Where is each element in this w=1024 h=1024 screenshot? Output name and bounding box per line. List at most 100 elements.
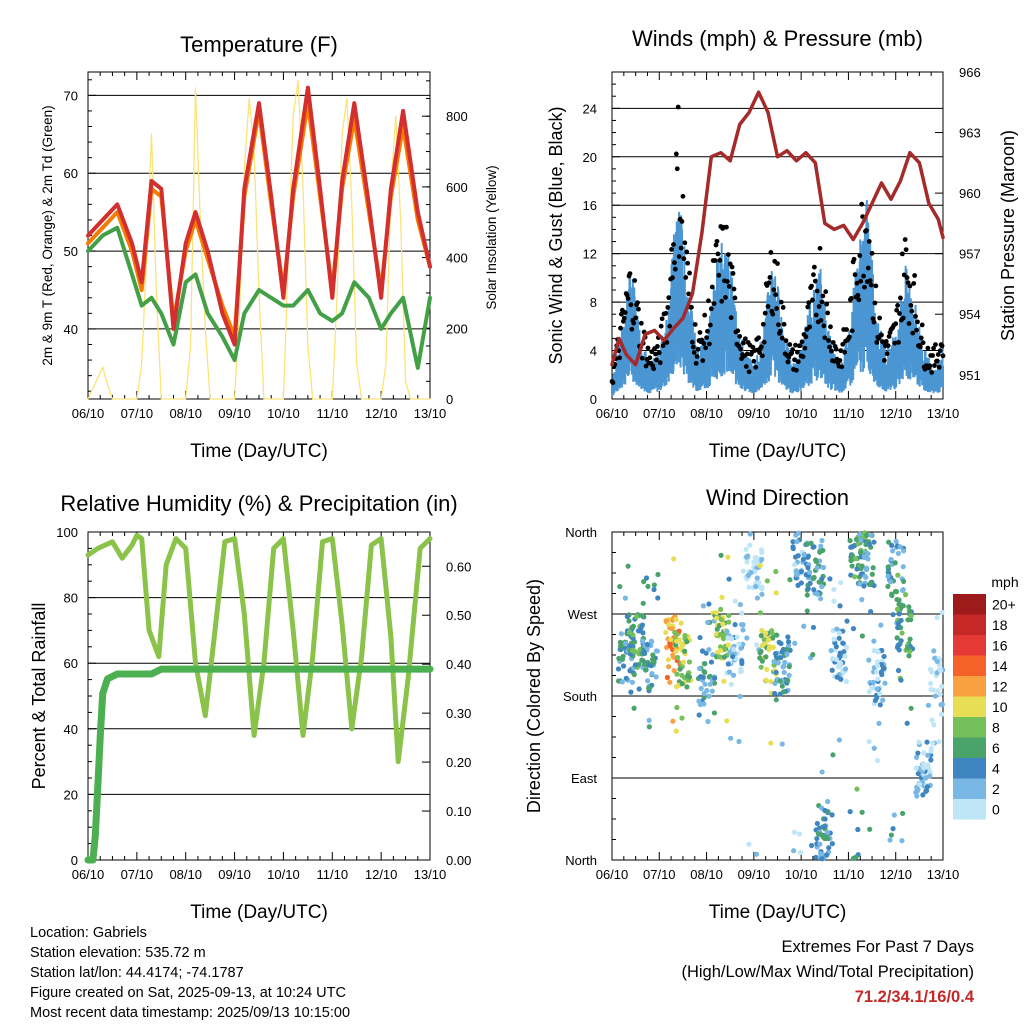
gust-point bbox=[827, 344, 832, 350]
legend-swatch bbox=[953, 594, 986, 615]
location-text: Location: Gabriels bbox=[30, 925, 147, 941]
gust-point bbox=[906, 321, 912, 326]
direction-point bbox=[870, 679, 876, 685]
direction-point bbox=[701, 690, 707, 697]
legend-swatch bbox=[953, 614, 986, 635]
gust-point bbox=[645, 345, 651, 351]
gust-point bbox=[907, 283, 913, 289]
gust-point bbox=[659, 316, 665, 322]
direction-point bbox=[834, 674, 840, 680]
gust-point bbox=[830, 340, 836, 345]
gust-point bbox=[910, 330, 916, 336]
gust-point bbox=[678, 245, 684, 251]
direction-point bbox=[921, 765, 927, 771]
gust-point bbox=[893, 321, 899, 327]
chart-title: Temperature (F) bbox=[180, 32, 338, 57]
x-tick-label: 07/10 bbox=[643, 867, 676, 882]
gust-point bbox=[780, 305, 786, 310]
gust-point bbox=[892, 340, 898, 346]
direction-point bbox=[790, 539, 796, 545]
direction-point bbox=[772, 650, 779, 657]
gust-point bbox=[706, 298, 711, 304]
y-tick-label: North bbox=[565, 853, 597, 868]
direction-point bbox=[666, 664, 672, 670]
direction-point bbox=[875, 649, 881, 655]
direction-point bbox=[712, 675, 718, 681]
created-text: Figure created on Sat, 2025-09-13, at 10… bbox=[30, 985, 346, 1001]
humidity-line bbox=[85, 532, 433, 765]
gust-point bbox=[837, 358, 843, 363]
direction-point bbox=[623, 675, 629, 681]
extremes-title: Extremes For Past 7 Days bbox=[781, 938, 974, 956]
direction-point bbox=[934, 614, 940, 621]
gust-point bbox=[675, 104, 681, 110]
direction-point bbox=[649, 670, 655, 677]
direction-point bbox=[814, 835, 820, 842]
gust-point bbox=[761, 339, 767, 345]
x-tick-label: 12/10 bbox=[365, 867, 398, 882]
gust-point bbox=[674, 166, 680, 172]
gust-point bbox=[826, 338, 831, 343]
x-tick-label: 09/10 bbox=[738, 867, 771, 882]
gust-point bbox=[925, 345, 931, 351]
gust-point bbox=[818, 317, 824, 323]
direction-point bbox=[873, 669, 880, 675]
direction-point bbox=[928, 748, 934, 754]
gust-point bbox=[812, 278, 818, 284]
direction-point bbox=[698, 685, 704, 692]
y-axis-label: Percent & Total Rainfall bbox=[29, 603, 49, 790]
direction-point bbox=[861, 554, 867, 560]
gust-point bbox=[690, 344, 696, 350]
gust-point bbox=[806, 300, 812, 306]
gust-point bbox=[863, 228, 869, 233]
direction-point bbox=[718, 552, 724, 558]
gust-point bbox=[857, 253, 863, 258]
direction-point bbox=[810, 652, 816, 658]
direction-point bbox=[928, 680, 934, 687]
direction-point bbox=[905, 645, 911, 651]
direction-point bbox=[925, 702, 932, 708]
gust-point bbox=[619, 311, 624, 317]
chart-title: Relative Humidity (%) & Precipitation (i… bbox=[60, 491, 457, 516]
gust-point bbox=[865, 265, 871, 271]
gust-point bbox=[765, 304, 771, 309]
gust-point bbox=[693, 360, 699, 366]
direction-point bbox=[833, 644, 839, 650]
direction-point bbox=[732, 598, 738, 604]
direction-point bbox=[684, 684, 690, 690]
direction-point bbox=[905, 617, 911, 623]
direction-point bbox=[906, 608, 913, 614]
direction-point bbox=[731, 646, 737, 652]
direction-point bbox=[792, 554, 799, 560]
gust-point bbox=[869, 250, 875, 256]
direction-point bbox=[811, 587, 817, 593]
gust-point bbox=[781, 321, 787, 327]
direction-point bbox=[753, 642, 760, 648]
direction-point bbox=[630, 632, 636, 638]
direction-point bbox=[779, 741, 785, 747]
direction-point bbox=[894, 606, 901, 612]
gust-point bbox=[682, 240, 688, 246]
direction-point bbox=[640, 630, 646, 636]
y2-tick-label: 966 bbox=[959, 65, 981, 80]
direction-point bbox=[850, 626, 857, 632]
direction-point bbox=[674, 704, 680, 711]
direction-point bbox=[868, 580, 874, 586]
direction-point bbox=[890, 548, 896, 554]
direction-point bbox=[869, 571, 875, 577]
x-tick-label: 08/10 bbox=[169, 867, 202, 882]
gust-point bbox=[649, 349, 655, 355]
gust-point bbox=[723, 295, 728, 300]
direction-point bbox=[769, 628, 775, 634]
direction-point bbox=[725, 554, 731, 560]
direction-point bbox=[819, 856, 825, 862]
direction-point bbox=[816, 579, 822, 585]
direction-point bbox=[847, 809, 853, 815]
direction-point bbox=[885, 583, 891, 590]
direction-point bbox=[824, 835, 831, 842]
gust-point bbox=[797, 343, 803, 349]
gust-point bbox=[647, 355, 653, 361]
gust-point bbox=[651, 366, 657, 372]
y-tick-label: 20 bbox=[583, 150, 597, 165]
gust-point bbox=[848, 295, 854, 301]
